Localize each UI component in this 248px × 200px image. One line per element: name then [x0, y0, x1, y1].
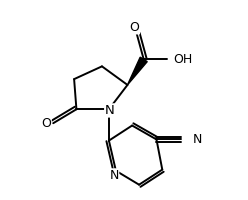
Text: O: O: [129, 21, 139, 34]
Polygon shape: [127, 57, 147, 85]
Text: N: N: [105, 104, 115, 117]
Text: N: N: [192, 133, 202, 146]
Text: OH: OH: [173, 53, 193, 66]
Text: O: O: [41, 117, 51, 130]
Text: N: N: [109, 169, 119, 182]
